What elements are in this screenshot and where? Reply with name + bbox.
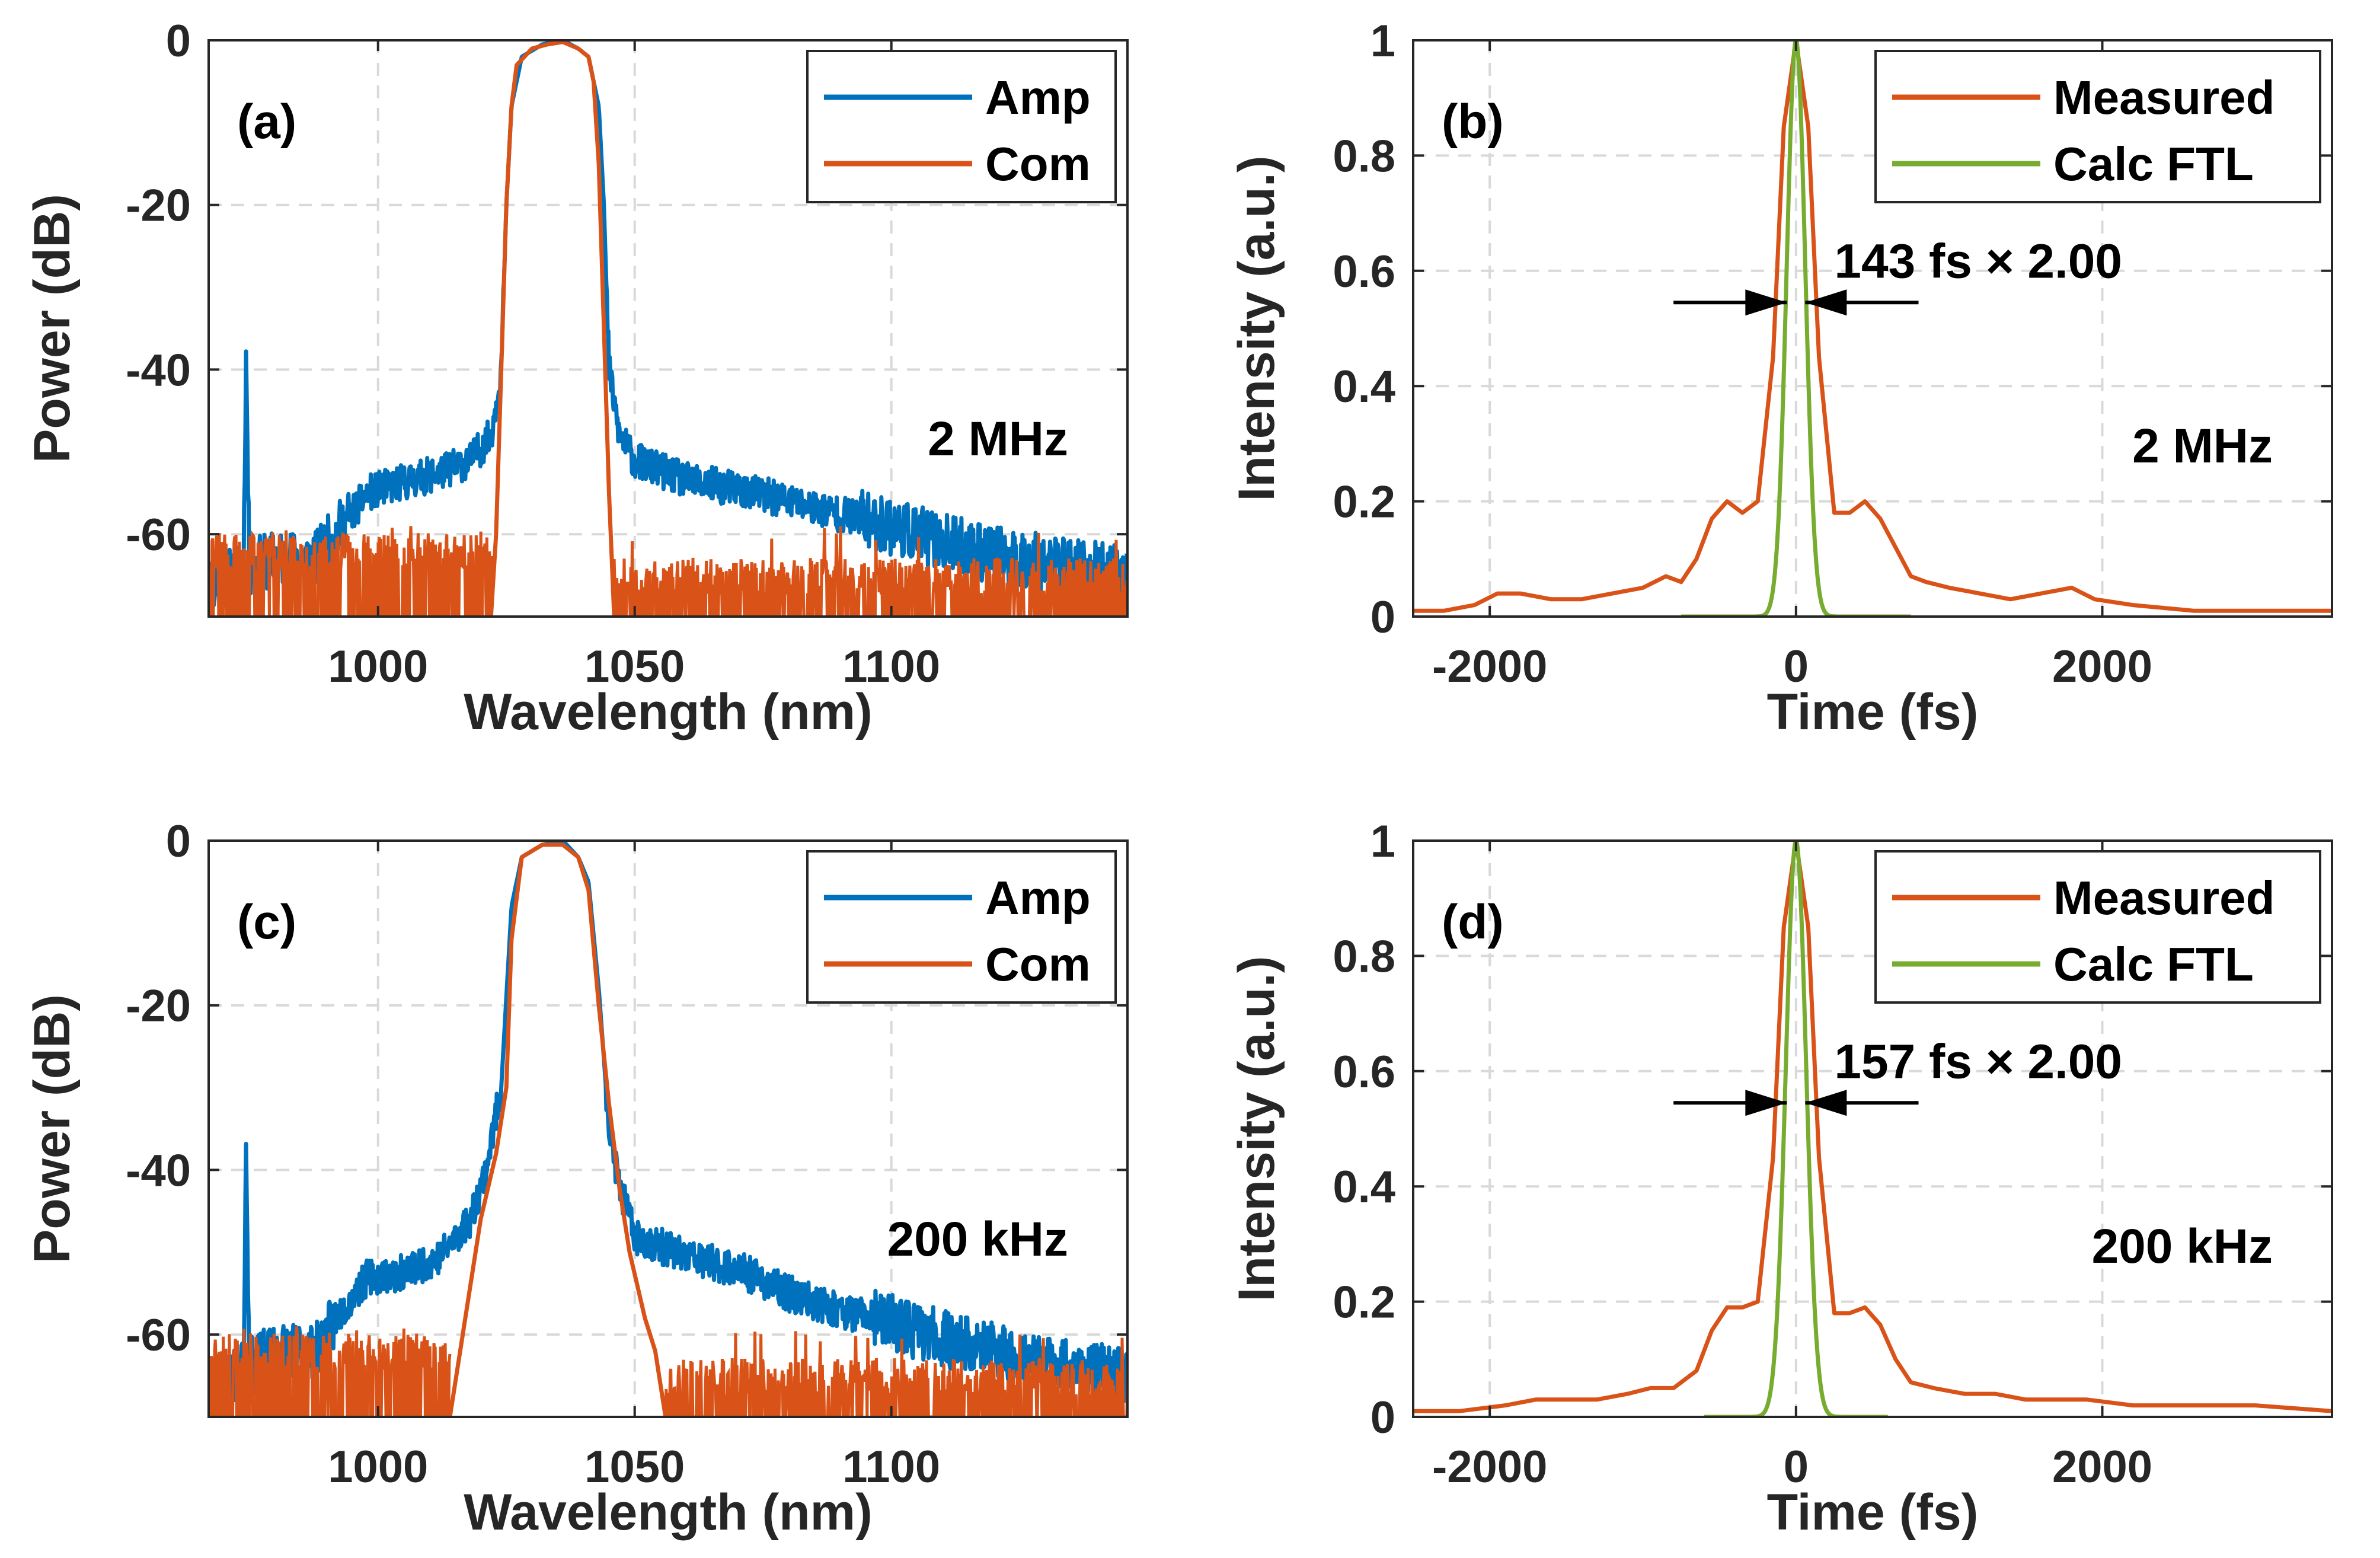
axes-box xyxy=(1412,839,2333,1418)
legend-box xyxy=(1874,50,2321,203)
legend-entry: Calc FTL xyxy=(2053,938,2254,991)
rep-rate-annotation: 200 kHz xyxy=(887,1212,1068,1266)
x-tick-label: -2000 xyxy=(1432,1442,1547,1492)
x-tick-label: 1100 xyxy=(842,1442,940,1492)
x-tick-label: -2000 xyxy=(1432,641,1547,692)
x-tick-label: 1100 xyxy=(842,641,940,692)
rep-rate-annotation: 200 kHz xyxy=(2092,1219,2273,1273)
y-tick-label: 0 xyxy=(1371,1393,1395,1443)
series-amp xyxy=(209,841,1127,1409)
x-axis-label: Time (fs) xyxy=(1767,684,1979,740)
width-arrow-right-head xyxy=(1805,1090,1847,1116)
panel-c: 1000 1050 1100 0 -20 -40 -60 Wavelength (nm) Pow… xyxy=(24,816,1129,1541)
y-tick-label: -40 xyxy=(126,345,191,395)
noise-floor xyxy=(209,1326,1127,1417)
y-tick-label: 0.2 xyxy=(1333,477,1395,528)
series-measured xyxy=(1413,841,2332,1413)
noise-floor xyxy=(209,526,1127,617)
x-axis-label: Wavelength (nm) xyxy=(464,1484,873,1541)
x-tick-label: 2000 xyxy=(2052,1442,2152,1492)
y-tick-label: 0 xyxy=(1371,592,1395,643)
panel-d: -2000 0 2000 0 0.2 0.4 0.6 0.8 1 Time (fs) Intensi… xyxy=(1228,816,2333,1541)
y-tick-label: 0.8 xyxy=(1333,931,1395,982)
y-axis-label: Intensity (a.u.) xyxy=(1228,156,1285,502)
x-tick-label: 1050 xyxy=(584,1442,685,1492)
x-tick-label: 2000 xyxy=(2052,641,2152,692)
legend-entry: Amp xyxy=(985,71,1091,124)
legend-entry: Calc FTL xyxy=(2053,138,2254,190)
y-tick-label: 0.6 xyxy=(1333,247,1395,297)
width-arrow-left-head xyxy=(1745,289,1787,316)
legend-entry: Com xyxy=(985,938,1091,991)
pulse-width-label: 143 fs × 2.00 xyxy=(1834,234,2122,288)
series-calc-ftl xyxy=(1702,841,1889,1417)
rep-rate-annotation: 2 MHz xyxy=(928,412,1068,466)
y-axis-label: Power (dB) xyxy=(24,994,81,1263)
panel-a: 1000 1050 1100 0 -20 -40 -60 Wavelength (nm) Pow… xyxy=(24,16,1129,740)
y-tick-label: 1 xyxy=(1371,16,1395,66)
y-tick-label: 0.8 xyxy=(1333,131,1395,181)
width-arrow-right-head xyxy=(1805,289,1847,316)
series-com xyxy=(488,40,616,617)
x-tick-label: 1000 xyxy=(328,1442,428,1492)
y-tick-label: 0.4 xyxy=(1333,362,1395,412)
width-arrow-left-head xyxy=(1745,1090,1787,1116)
panel-label: (c) xyxy=(237,895,296,949)
panel-label: (d) xyxy=(1442,895,1504,949)
axes-box xyxy=(1412,39,2333,618)
series-com xyxy=(448,842,668,1417)
legend-entry: Measured xyxy=(2053,871,2274,924)
legend-entry: Com xyxy=(985,138,1091,190)
y-tick-label: -40 xyxy=(126,1145,191,1196)
x-tick-label: 0 xyxy=(1784,641,1809,692)
x-axis-label: Wavelength (nm) xyxy=(464,684,873,740)
plot-area xyxy=(1413,841,2332,1417)
pulse-width-label: 157 fs × 2.00 xyxy=(1834,1035,2122,1088)
y-tick-label: 0.4 xyxy=(1333,1162,1395,1212)
legend-entry: Measured xyxy=(2053,71,2274,124)
legend-box xyxy=(806,850,1117,1004)
x-axis-label: Time (fs) xyxy=(1767,1484,1979,1541)
axes-box xyxy=(207,39,1129,618)
plot-area xyxy=(209,40,1127,617)
panel-label: (b) xyxy=(1442,95,1504,149)
panel-b: -2000 0 2000 0 0.2 0.4 0.6 0.8 1 Time (fs) Intensi… xyxy=(1228,16,2333,740)
legend-box xyxy=(1874,850,2321,1004)
series-measured xyxy=(1413,40,2332,613)
axes-box xyxy=(207,839,1129,1418)
legend-entry: Amp xyxy=(985,871,1091,924)
y-axis-label: Intensity (a.u.) xyxy=(1228,956,1285,1302)
y-tick-label: -20 xyxy=(126,981,191,1032)
y-tick-label: 0.6 xyxy=(1333,1047,1395,1097)
panel-label: (a) xyxy=(237,95,296,149)
y-tick-label: 0 xyxy=(166,816,191,867)
y-axis-label: Power (dB) xyxy=(24,194,81,463)
x-tick-label: 1050 xyxy=(584,641,685,692)
y-tick-label: -20 xyxy=(126,181,191,231)
y-tick-label: -60 xyxy=(126,510,191,560)
y-tick-label: 0 xyxy=(166,16,191,66)
legend-box xyxy=(806,50,1117,203)
x-tick-label: 0 xyxy=(1784,1442,1809,1492)
plot-area xyxy=(1413,40,2332,617)
y-tick-label: 1 xyxy=(1371,816,1395,867)
x-tick-label: 1000 xyxy=(328,641,428,692)
y-tick-label: 0.2 xyxy=(1333,1278,1395,1328)
y-tick-label: -60 xyxy=(126,1310,191,1361)
rep-rate-annotation: 2 MHz xyxy=(2132,419,2273,473)
plot-area xyxy=(209,841,1127,1417)
